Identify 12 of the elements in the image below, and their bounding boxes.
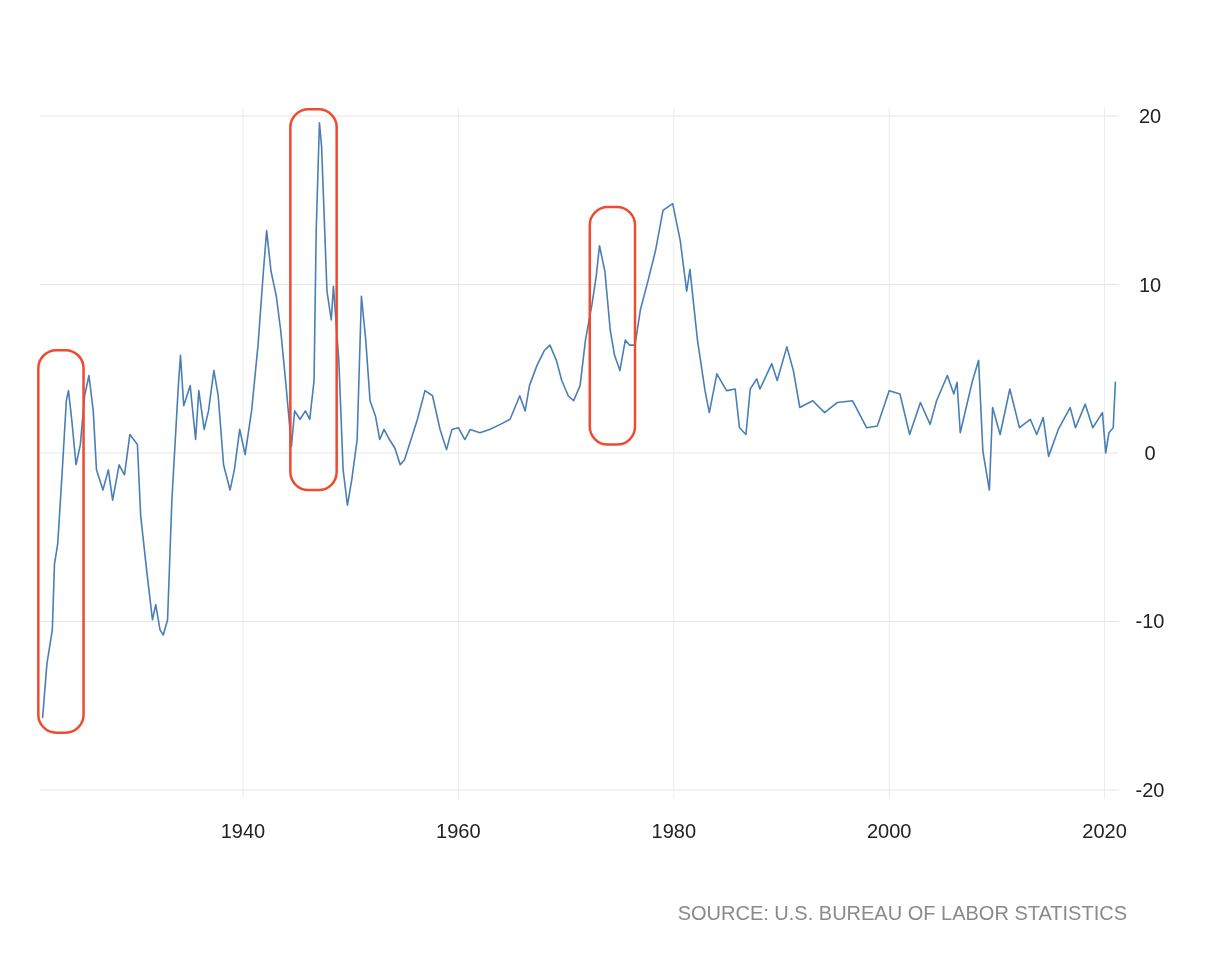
y-tick-label: 10 xyxy=(1138,273,1162,296)
x-tick-label: 2020 xyxy=(1082,820,1127,842)
y-tick-label: -20 xyxy=(1135,778,1165,801)
x-tick-label: 1960 xyxy=(436,820,481,842)
y-tick-label: 0 xyxy=(1144,442,1156,464)
y-tick-label: -10 xyxy=(1135,610,1165,633)
line-series xyxy=(41,121,1117,719)
y-tick-label: 20 xyxy=(1138,105,1162,128)
source-note: SOURCE: U.S. BUREAU OF LABOR STATISTICS xyxy=(677,902,1127,924)
x-tick-label: 2000 xyxy=(866,820,912,842)
x-tick-label: 1980 xyxy=(651,820,697,842)
x-tick-label: 1940 xyxy=(220,820,266,842)
